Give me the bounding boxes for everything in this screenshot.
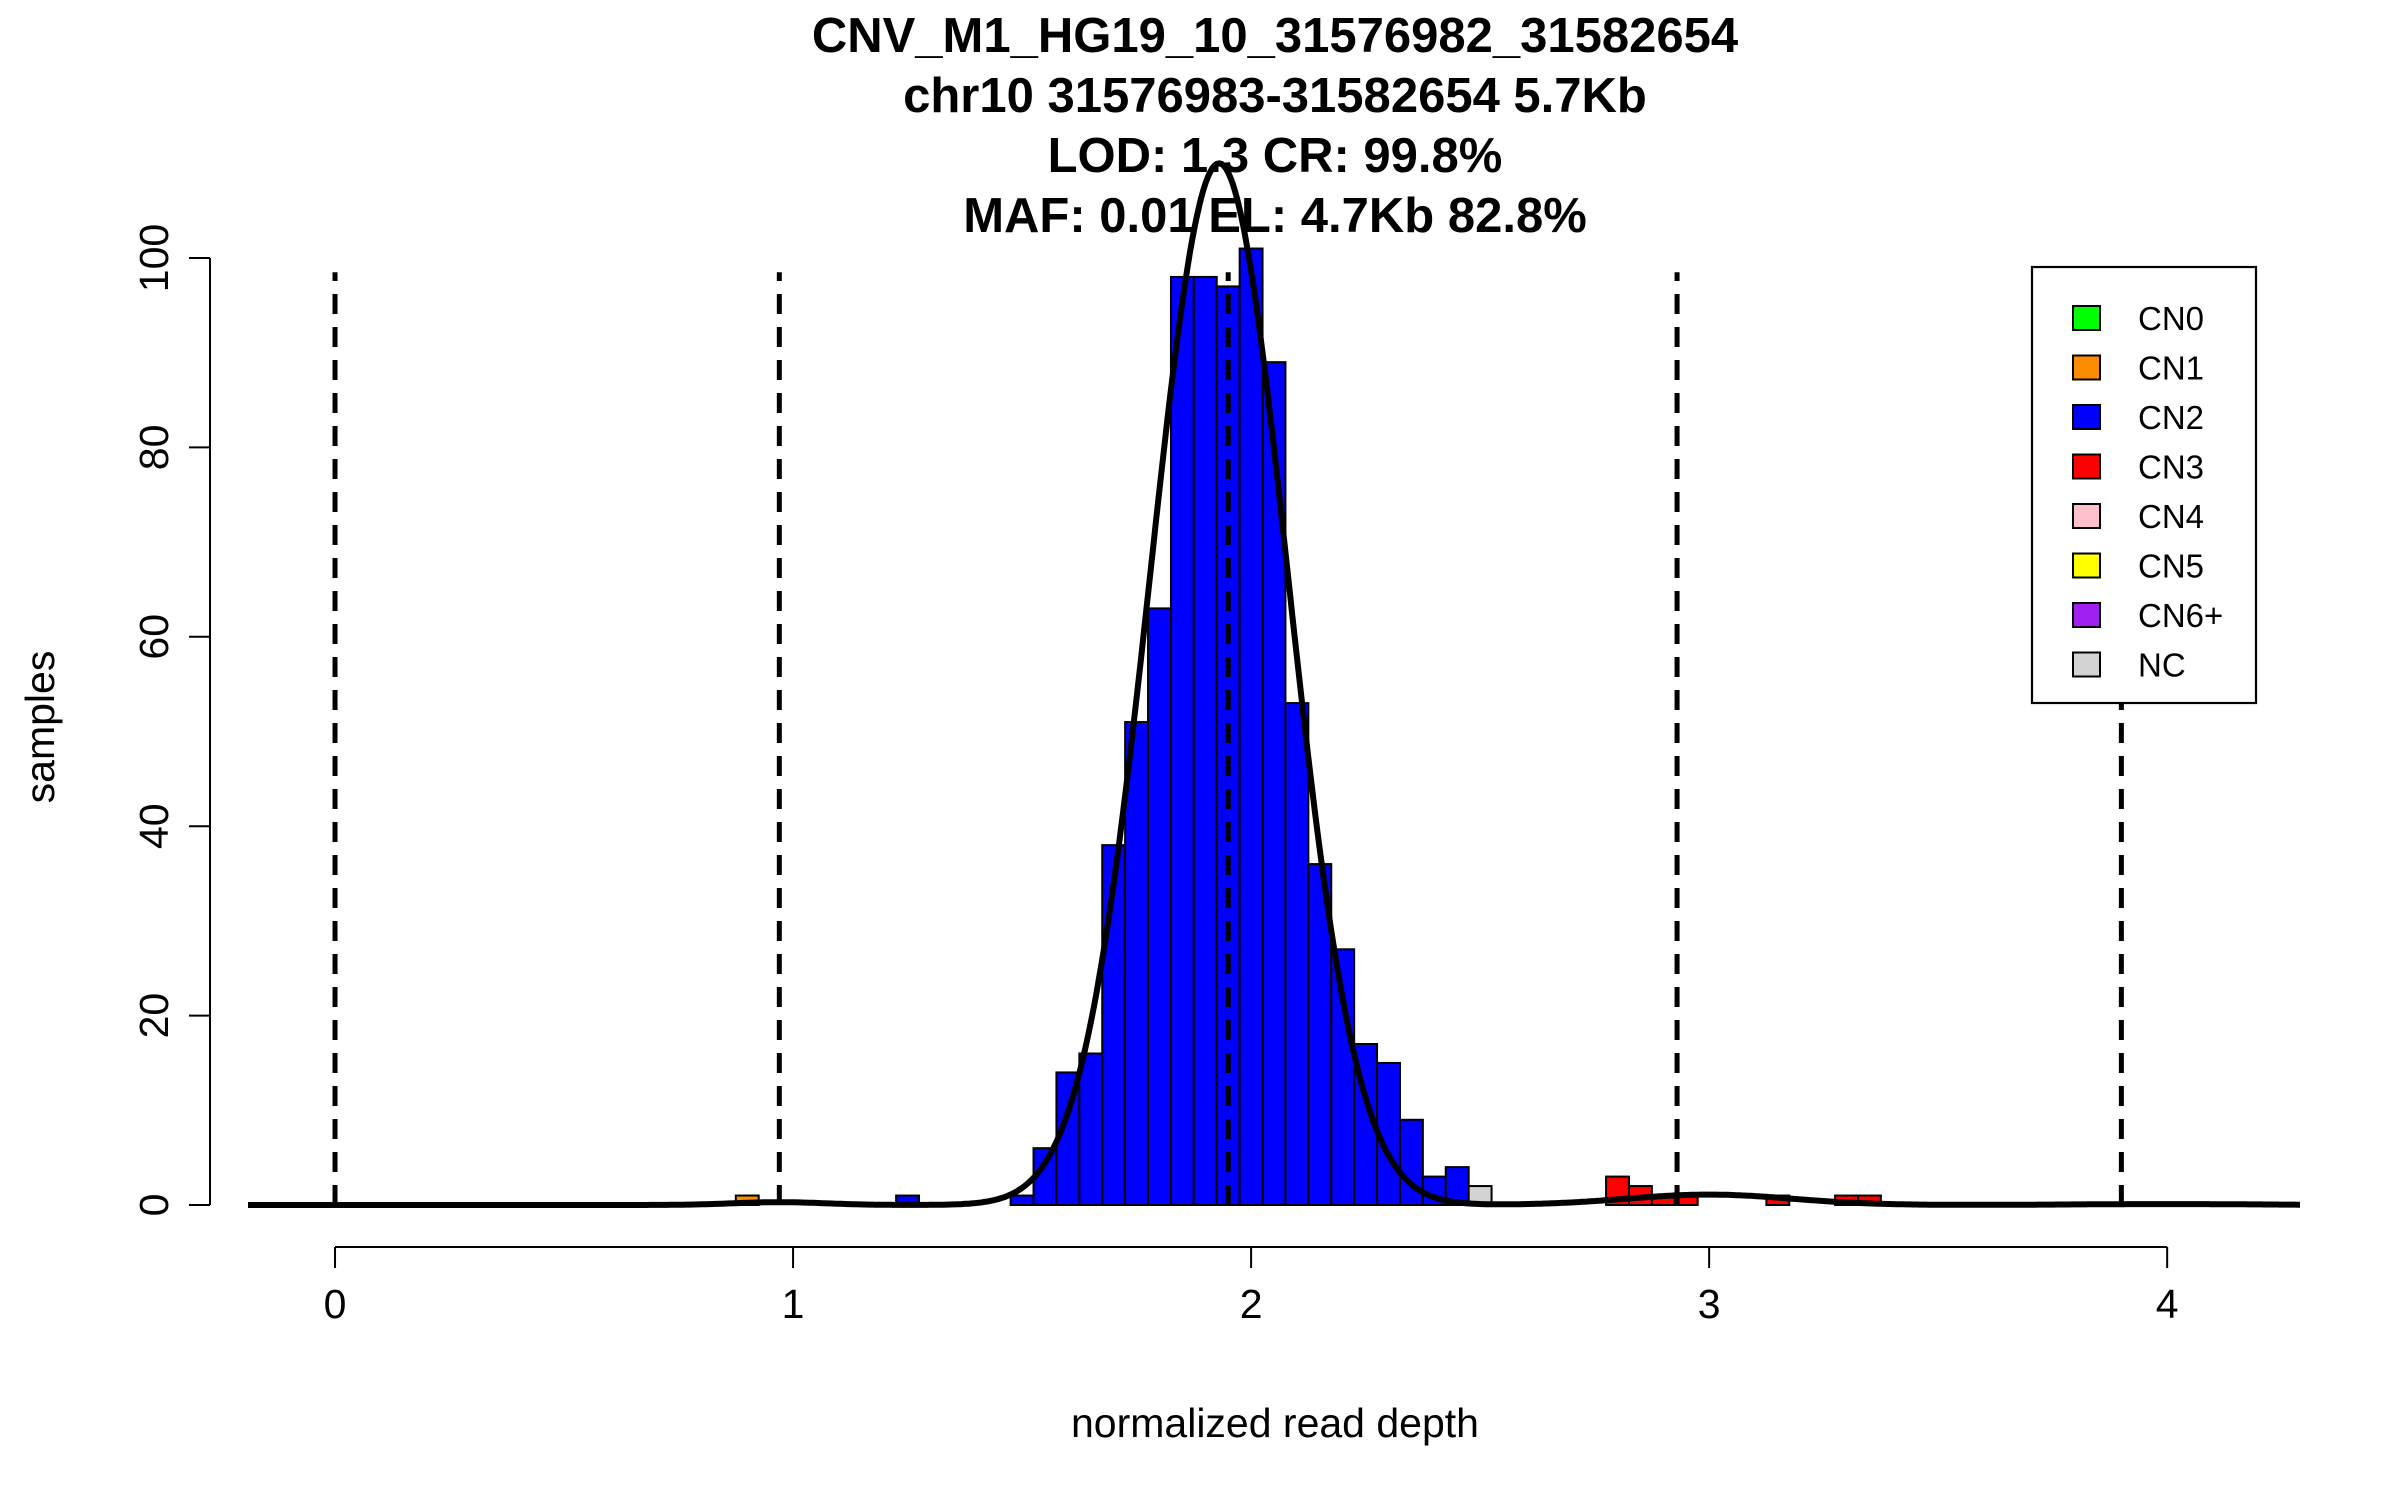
x-tick-label-1: 1 [782,1281,805,1327]
legend-label-cn6plus: CN6+ [2138,597,2223,634]
legend-swatch-cn6plus [2072,602,2101,628]
histogram-bars [734,247,1882,1207]
title-line-3: LOD: 1.3 CR: 99.8% [1048,129,1503,183]
legend-label-nc: NC [2138,647,2186,684]
legend-swatch-cn0 [2072,305,2101,331]
bar-cn2-19 [1398,1118,1424,1207]
title-line-1: CNV_M1_HG19_10_31576982_31582654 [812,9,1738,63]
bar-cn2-2 [1009,1194,1035,1207]
copy-number-boundaries [332,272,2124,1205]
fit-curve-group [248,160,2300,1208]
legend-swatch-cn1 [2072,354,2101,381]
bar-cn2-10 [1192,275,1218,1206]
legend-label-cn5: CN5 [2138,548,2204,585]
y-tick-label-4: 80 [131,425,177,471]
y-axis-label: samples [17,651,63,804]
legend-label-cn4: CN4 [2138,498,2204,535]
title-line-4: MAF: 0.01 EL: 4.7Kb 82.8% [963,189,1587,243]
legend-swatch-nc [2072,651,2101,678]
y-tick-label-0: 0 [131,1194,177,1217]
bar-cn2-5 [1078,1052,1104,1206]
legend-box [2030,265,2258,705]
legend-label-cn2: CN2 [2138,399,2204,436]
legend: CN0 CN1 CN2 CN3 CN4 CN5 CN6+ NC [2030,265,2258,705]
x-tick-label-4: 4 [2156,1281,2179,1327]
legend-swatch-cn3 [2072,453,2101,480]
fit-curve [248,160,2300,1208]
bar-cn2-7 [1124,721,1150,1207]
y-tick-label-1: 20 [131,993,177,1039]
legend-swatch-cn5 [2072,552,2101,579]
y-tick-label-2: 40 [131,803,177,849]
x-axis-label: normalized read depth [1071,1400,1479,1446]
x-tick-label-3: 3 [1698,1281,1721,1327]
chart-title: CNV_M1_HG19_10_31576982_31582654 chr10 3… [812,9,1738,243]
legend-label-cn3: CN3 [2138,449,2204,486]
bar-cn2-14 [1284,702,1310,1207]
bar-cn2-12 [1238,247,1264,1206]
y-tick-label-3: 60 [131,614,177,660]
legend-swatch-cn4 [2072,503,2101,529]
x-tick-label-0: 0 [324,1281,347,1327]
legend-swatch-cn2 [2072,404,2101,430]
legend-label-cn0: CN0 [2138,300,2204,337]
y-tick-label-5: 100 [131,224,177,292]
bar-cn2-13 [1261,361,1287,1207]
legend-label-cn1: CN1 [2138,350,2204,387]
bar-cn2-9 [1169,275,1195,1206]
x-tick-label-2: 2 [1240,1281,1263,1327]
bar-cn2-8 [1147,607,1172,1206]
title-line-2: chr10 31576983-31582654 5.7Kb [903,69,1647,123]
